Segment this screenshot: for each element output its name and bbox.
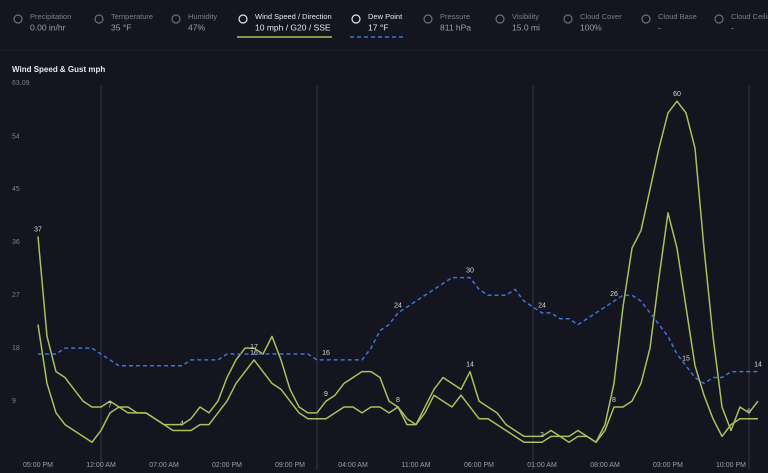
metric-label[interactable]: Pressure xyxy=(440,12,470,21)
metric-label[interactable]: Cloud Cover xyxy=(580,12,622,21)
metric-value[interactable]: - xyxy=(731,22,734,32)
metric-value[interactable]: 35 °F xyxy=(111,22,131,32)
x-tick-label: 11:00 AM xyxy=(401,462,430,469)
y-tick-label: 27 xyxy=(12,292,20,299)
x-tick-label: 04:00 AM xyxy=(338,462,368,469)
data-label: 16 xyxy=(250,350,258,357)
metric-icon xyxy=(238,14,248,24)
x-tick-label: 06:00 PM xyxy=(464,462,494,469)
metric-value[interactable]: 0.00 in/hr xyxy=(30,22,66,32)
metric-value[interactable]: 10 mph / G20 / SSE xyxy=(255,22,331,32)
metric-icon xyxy=(423,14,433,24)
x-tick-label: 12:00 AM xyxy=(86,462,116,469)
data-label: 15 xyxy=(682,356,690,363)
metric-label[interactable]: Temperature xyxy=(111,12,153,21)
metric-icon xyxy=(351,14,361,24)
metric-value[interactable]: 17 °F xyxy=(368,22,388,32)
metric-icon xyxy=(13,14,23,24)
data-label: 9 xyxy=(324,391,328,398)
metric-label[interactable]: Cloud Base xyxy=(658,12,697,21)
metric-icon xyxy=(714,14,724,24)
x-tick-label: 03:00 PM xyxy=(653,462,683,469)
y-tick-label: 45 xyxy=(12,186,20,193)
y-tick-label: 18 xyxy=(12,345,20,352)
data-label: 16 xyxy=(322,350,330,357)
metric-label[interactable]: Dew Point xyxy=(368,12,403,21)
data-label: 30 xyxy=(466,267,474,274)
x-tick-label: 01:00 AM xyxy=(527,462,557,469)
metric-icon xyxy=(171,14,181,24)
data-label: 17 xyxy=(250,344,258,351)
data-label: 24 xyxy=(394,303,402,310)
data-label: 37 xyxy=(34,226,42,233)
metric-value[interactable]: - xyxy=(658,22,661,32)
metric-value[interactable]: 811 hPa xyxy=(440,22,471,32)
x-tick-label: 02:00 PM xyxy=(212,462,242,469)
x-tick-label: 05:00 PM xyxy=(23,462,53,469)
data-label: 14 xyxy=(466,362,474,369)
x-tick-label: 08:00 AM xyxy=(590,462,620,469)
metric-value[interactable]: 100% xyxy=(580,22,602,32)
x-tick-label: 09:00 PM xyxy=(275,462,305,469)
metric-label[interactable]: Cloud Ceilin xyxy=(731,12,768,21)
y-tick-label: 36 xyxy=(12,239,20,246)
y-tick-label: 9 xyxy=(12,398,16,405)
data-label: 14 xyxy=(754,362,762,369)
metric-label[interactable]: Humidity xyxy=(188,12,217,21)
metric-icon xyxy=(563,14,573,24)
metric-value[interactable]: 15.0 mi xyxy=(512,22,540,32)
data-label: 8 xyxy=(396,397,400,404)
metric-icon xyxy=(641,14,651,24)
data-label: 24 xyxy=(538,303,546,310)
chart-title: Wind Speed & Gust mph xyxy=(12,65,105,74)
data-label: 26 xyxy=(610,291,618,298)
x-tick-label: 10:00 PM xyxy=(716,462,746,469)
metric-icon xyxy=(94,14,104,24)
metric-label[interactable]: Precipitation xyxy=(30,12,71,21)
data-label: 7 xyxy=(108,403,112,410)
y-tick-label: 63.09 xyxy=(12,80,30,87)
data-label: 60 xyxy=(673,91,681,98)
metric-value[interactable]: 47% xyxy=(188,22,205,32)
series-line xyxy=(37,100,759,443)
x-tick-label: 07:00 AM xyxy=(149,462,179,469)
series-line xyxy=(38,276,758,385)
y-tick-label: 54 xyxy=(12,133,20,140)
metric-icon xyxy=(495,14,505,24)
data-label: 8 xyxy=(612,397,616,404)
metric-label[interactable]: Wind Speed / Direction xyxy=(255,12,332,21)
metric-label[interactable]: Visibility xyxy=(512,12,539,21)
